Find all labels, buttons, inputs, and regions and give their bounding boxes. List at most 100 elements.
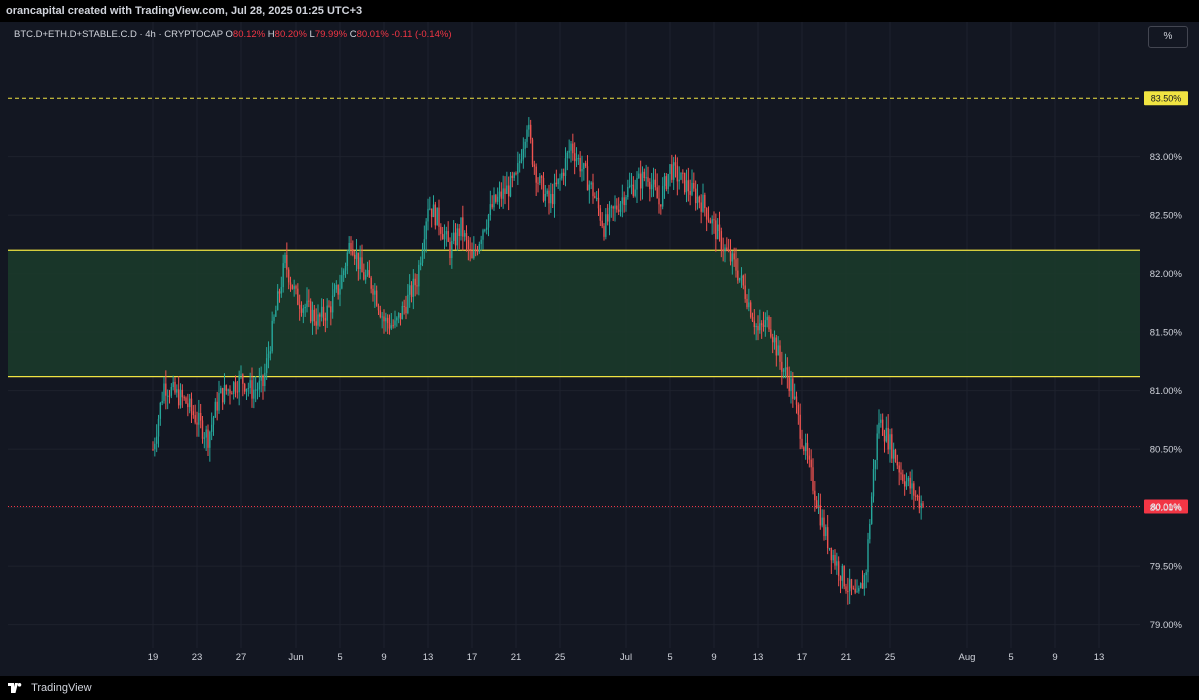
candle-body [308,300,310,302]
candle-body [454,232,457,246]
candle-body [165,383,167,396]
horizontal-lines[interactable]: 83.50% 80.01% [8,91,1188,514]
candle-body [509,175,512,197]
percent-scale-button[interactable]: % [1148,26,1188,48]
time-tick-label: 19 [148,652,159,663]
symbol-name[interactable]: BTC.D+ETH.D+STABLE.C.D · 4h · CRYPTOCAP [14,29,223,40]
candle-body [273,316,275,321]
candle-body [507,185,510,197]
candle-body [460,217,462,237]
chart-canvas[interactable]: 83.50% 80.01% 79.00% 79.50% 80.00% 80.50% 81.… [0,22,1199,676]
candle-body [546,190,548,195]
candle-body [394,320,396,326]
candle-body [247,388,250,390]
candle-body [456,228,459,246]
candle-body [689,191,691,195]
candle-body [355,252,358,259]
candle-body [843,565,845,587]
candle-body [766,316,768,321]
candle-body [304,306,306,309]
candle-body [353,254,356,259]
candle-body [212,417,215,425]
candle-body [357,252,360,269]
candle-body [223,385,226,403]
candle-body [342,270,345,276]
candle-body [881,419,884,436]
candle-body [517,163,519,174]
time-tick-label: 23 [192,652,203,663]
attribution-bar: orancapital created with TradingView.com… [0,0,1199,22]
candle-body [220,388,222,394]
candle-body [799,414,801,439]
candle-body [834,555,836,566]
candle-body [478,243,481,252]
candle-body [606,214,609,222]
candle-body [311,309,314,322]
candle-body [892,449,895,459]
candle-body [218,393,220,411]
candle-body [727,249,730,251]
candle-body [265,358,268,373]
candle-body [306,300,308,307]
price-axis[interactable]: 79.00% 79.50% 80.00% 80.50% 81.00% 81.50% 82.0… [1150,152,1183,631]
candle-body [674,162,677,166]
candle-body [583,163,585,170]
candle-body [203,437,206,439]
candle-body [672,162,675,180]
candle-body [264,372,266,387]
candle-body [806,442,809,456]
candle-body [647,177,649,182]
candle-body [216,401,218,411]
candle-body [227,389,229,391]
candle-body [898,465,900,473]
candle-body [790,378,792,392]
candle-body [192,411,195,416]
candle-body [366,270,369,275]
candle-body [229,389,231,394]
candle-body [542,177,545,201]
candle-body [495,194,497,202]
candle-body [709,220,712,224]
candle-body [599,208,602,221]
candle-body [419,262,422,265]
open-label: O [225,29,233,40]
footer-brand: TradingView [31,682,92,694]
candle-body [207,429,209,448]
candle-body [383,316,385,322]
candle-body [579,158,581,172]
candle-body [449,241,451,259]
candle-body [724,247,726,252]
candle-body [914,495,917,497]
candle-body [199,412,202,421]
candle-body [788,377,790,392]
candle-body [621,197,624,204]
candle-body [619,203,622,212]
candle-body [608,207,611,222]
change-value: -0.11 (-0.14%) [391,29,452,40]
candle-body [157,418,160,437]
candle-body [177,389,180,406]
candle-body [522,148,525,160]
time-axis[interactable]: 19 23 27 Jun 5 9 13 17 21 25 Jul 5 9 13 17 21 25 Aug 5 9 13 [148,652,1105,663]
candle-body [513,173,515,178]
candle-body [315,321,317,326]
candle-body [854,588,856,593]
candle-body [685,180,688,193]
candle-body [359,257,361,269]
candle-body [412,278,415,297]
candle-body [680,172,682,180]
candle-body [922,503,924,507]
candle-body [702,194,704,212]
candle-body [792,378,794,399]
candle-body [715,220,717,240]
candle-body [896,461,899,466]
candle-body [548,190,550,204]
candle-body [511,175,514,178]
candle-body [682,172,684,174]
candle-body [733,253,735,260]
candle-body [317,314,319,326]
footer-bar: TradingView [0,676,1199,700]
candle-body [566,152,569,159]
candle-body [438,207,440,227]
